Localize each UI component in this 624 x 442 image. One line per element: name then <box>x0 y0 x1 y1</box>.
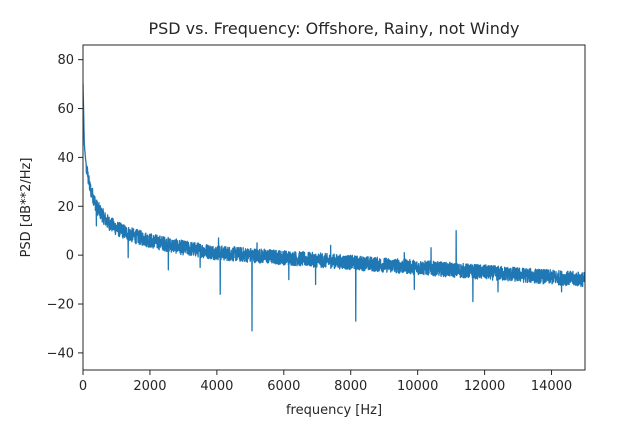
y-tick-label: 20 <box>57 200 74 215</box>
y-axis-label: PSD [dB**2/Hz] <box>19 158 34 258</box>
x-tick-label: 2000 <box>133 379 166 394</box>
x-tick-label: 0 <box>79 379 87 394</box>
x-tick-label: 6000 <box>267 379 300 394</box>
y-tick-label: 80 <box>57 53 74 68</box>
y-tick-label: 0 <box>66 249 74 264</box>
x-tick-label: 12000 <box>464 379 505 394</box>
x-tick-label: 10000 <box>397 379 438 394</box>
x-tick-label: 4000 <box>200 379 233 394</box>
x-axis: 0 2000 4000 6000 8000 10000 12000 14000 <box>79 370 572 394</box>
axes-frame <box>82 44 586 371</box>
psd-series-line <box>83 83 585 332</box>
y-tick-label: 40 <box>57 151 74 166</box>
chart-title: PSD vs. Frequency: Offshore, Rainy, not … <box>148 19 519 38</box>
x-axis-label: frequency [Hz] <box>286 403 382 418</box>
x-tick-label: 8000 <box>334 379 367 394</box>
y-tick-label: 60 <box>57 102 74 117</box>
x-tick-label: 14000 <box>531 379 572 394</box>
y-axis: −40 −20 0 20 40 60 80 <box>47 53 83 361</box>
y-tick-label: −20 <box>47 298 74 313</box>
y-tick-label: −40 <box>47 346 74 361</box>
plot-line-group <box>83 83 585 332</box>
